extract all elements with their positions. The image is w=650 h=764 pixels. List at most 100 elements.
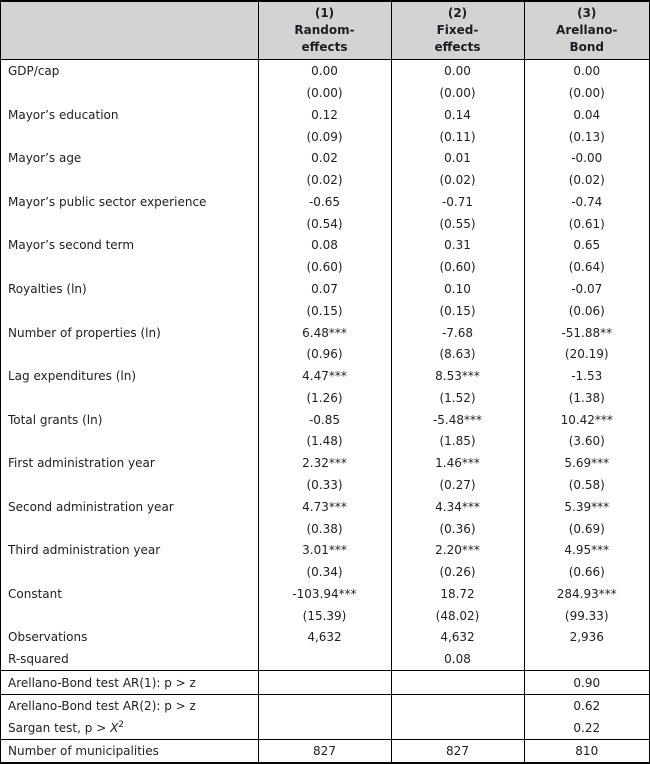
cell-value: -0.07	[523, 278, 649, 300]
row-label: Number of municipalities	[1, 738, 258, 762]
header-row: (1) Random-effects (2) Fixed-effects (3) Ar…	[1, 2, 649, 60]
sargan-test-row: Sargan test, p > X2 0.22	[1, 716, 649, 740]
cell-value: 4,632	[257, 626, 391, 649]
table-row: Total grants (ln) -0.85 -5.48*** 10.42***	[1, 408, 649, 431]
cell-value: 4.73***	[257, 495, 391, 518]
table-row: (0.60) (0.60) (0.64)	[1, 256, 649, 279]
cell-value: 0.14	[390, 103, 524, 126]
cell-value: 5.39***	[523, 495, 649, 518]
row-label	[1, 605, 258, 627]
cell-value: 3.01***	[257, 539, 391, 562]
cell-se: (1.48)	[257, 430, 391, 453]
cell-value: 18.72	[390, 583, 524, 605]
cell-value: 0.00	[257, 59, 391, 83]
row-label	[1, 300, 258, 322]
table-row: Mayor’s public sector experience -0.65 -0.…	[1, 190, 649, 213]
cell-value: 0.10	[390, 278, 524, 300]
row-label: Third administration year	[8, 543, 161, 558]
municipalities-row: Number of municipalities 827 827 810	[1, 738, 649, 762]
row-label	[1, 82, 258, 104]
cell-value: 0.31	[390, 234, 524, 257]
cell-se: (0.11)	[390, 125, 524, 148]
header-col-1: (1) Random-effects	[257, 2, 391, 60]
cell-value: 0.12	[257, 103, 391, 126]
cell-se: (0.58)	[523, 474, 649, 496]
ar2-test-row: Arellano-Bond test AR(2): p > z 0.62	[1, 693, 649, 717]
table-row: Constant -103.94*** 18.72 284.93***	[1, 583, 649, 605]
cell-se: (1.38)	[523, 386, 649, 409]
cell-se: (1.52)	[390, 386, 524, 409]
row-label: Mayor’s public sector experience	[8, 194, 207, 209]
table-row: Mayor’s age 0.02 0.01 -0.00	[1, 147, 649, 170]
col-title-line: Bond	[569, 40, 605, 54]
cell-se: (0.66)	[523, 561, 649, 584]
cell-se: (0.09)	[257, 125, 391, 148]
table-row: Number of properties (ln) 6.48*** -7.68 -51…	[1, 321, 649, 344]
cell-value	[523, 648, 649, 671]
cell-se: (0.34)	[257, 561, 391, 584]
table-row: Second administration year 4.73*** 4.34***…	[1, 495, 649, 518]
row-label	[1, 431, 258, 453]
cell-se: (0.60)	[257, 256, 391, 279]
cell-value	[257, 670, 391, 695]
cell-value	[257, 693, 391, 717]
cell-value: 4.95***	[523, 539, 649, 562]
row-label	[1, 561, 258, 583]
row-label: Royalties (ln)	[8, 281, 87, 296]
cell-value: 2.32***	[257, 452, 391, 475]
cell-value: 8.53***	[390, 365, 524, 387]
table-row: (0.02) (0.02) (0.02)	[1, 169, 649, 191]
col-title-line: Arellano-	[556, 23, 618, 37]
row-label: Mayor’s age	[8, 151, 82, 166]
cell-value: 1.46***	[390, 452, 524, 475]
chi-squared-symbol: X	[110, 720, 119, 735]
row-label: R-squared	[8, 652, 69, 667]
row-label	[1, 343, 258, 365]
cell-value	[390, 693, 524, 717]
cell-value: 0.07	[257, 278, 391, 300]
row-label	[1, 518, 258, 540]
cell-value	[257, 648, 391, 671]
row-label	[1, 474, 258, 496]
table-row: (1.48) (1.85) (3.60)	[1, 430, 649, 453]
col-title-line: effects	[301, 40, 348, 54]
cell-value: 10.42***	[523, 408, 649, 431]
cell-se: (0.26)	[390, 561, 524, 584]
table-row: Mayor’s second term 0.08 0.31 0.65	[1, 234, 649, 257]
cell-value: 0.08	[257, 234, 391, 257]
cell-value: 6.48***	[257, 321, 391, 344]
cell-value: 827	[390, 738, 524, 762]
cell-value: -51.88**	[523, 321, 649, 344]
col-number: (2)	[447, 6, 468, 20]
cell-value: 2,936	[523, 626, 649, 649]
row-label: Mayor’s second term	[8, 238, 135, 253]
table-row: (0.09) (0.11) (0.13)	[1, 125, 649, 148]
cell-value: -0.65	[257, 190, 391, 213]
row-label: First administration year	[8, 456, 155, 471]
cell-se: (0.54)	[257, 212, 391, 235]
cell-se: (1.85)	[390, 430, 524, 453]
row-label: Number of properties (ln)	[8, 325, 161, 340]
r-squared-row: R-squared 0.08	[1, 648, 649, 671]
row-label: Mayor’s education	[8, 107, 119, 122]
table-row: (15.39) (48.02) (99.33)	[1, 604, 649, 627]
table-row: GDP/cap 0.00 0.00 0.00	[1, 59, 649, 83]
cell-se: (48.02)	[390, 604, 524, 627]
cell-value: 0.08	[390, 648, 524, 671]
table-row: Royalties (ln) 0.07 0.10 -0.07	[1, 278, 649, 300]
table-row: (1.26) (1.52) (1.38)	[1, 386, 649, 409]
header-col-3: (3) Arellano- Bond	[523, 2, 649, 60]
cell-value: -7.68	[390, 321, 524, 344]
cell-value: -1.53	[523, 365, 649, 387]
cell-se: (0.02)	[390, 169, 524, 191]
cell-value: 0.62	[523, 693, 649, 717]
row-label: Lag expenditures (ln)	[8, 369, 137, 384]
cell-value: 284.93***	[523, 583, 649, 605]
cell-se: (20.19)	[523, 343, 649, 366]
cell-value: -103.94***	[257, 583, 391, 605]
cell-se: (0.00)	[390, 82, 524, 104]
cell-se: (0.02)	[523, 169, 649, 191]
cell-se: (15.39)	[257, 604, 391, 627]
